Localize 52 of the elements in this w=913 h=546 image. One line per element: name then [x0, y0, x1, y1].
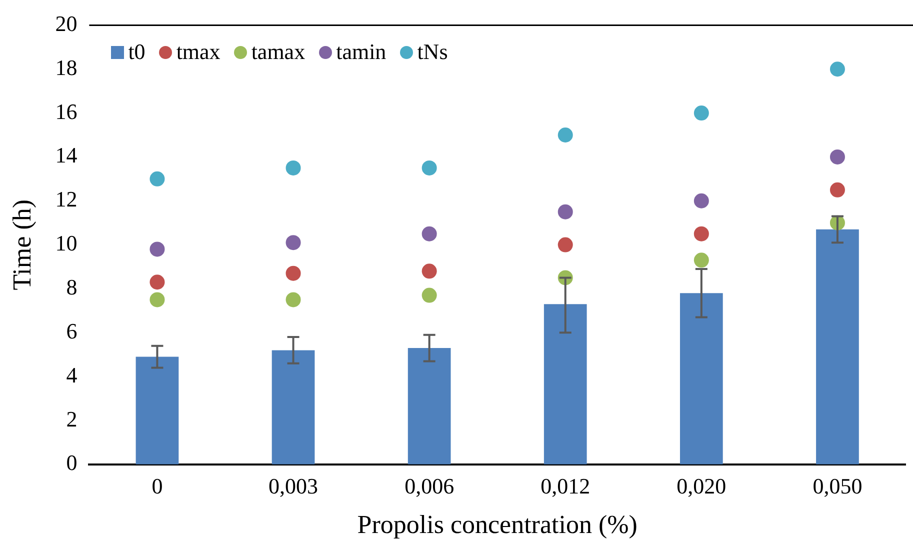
point	[422, 160, 437, 176]
point	[422, 288, 437, 303]
bar	[272, 350, 315, 464]
y-tick-label: 6	[66, 318, 78, 344]
y-tick-label: 20	[55, 10, 78, 36]
x-axis-title: Propolis concentration (%)	[357, 510, 638, 540]
point	[558, 204, 573, 220]
x-tick-label: 0,020	[676, 473, 726, 498]
point	[694, 193, 709, 208]
point	[694, 226, 709, 242]
y-tick-label: 10	[55, 230, 78, 256]
x-tick-label: 0,006	[404, 473, 454, 498]
point	[422, 264, 437, 279]
legend-label: tmax	[176, 39, 220, 66]
point	[830, 149, 845, 164]
point	[422, 226, 437, 242]
y-tick-label: 12	[55, 186, 78, 212]
legend-label: tamax	[251, 39, 306, 66]
point	[830, 182, 845, 198]
point	[286, 266, 301, 281]
point	[150, 171, 165, 186]
y-tick-label: 4	[66, 362, 78, 388]
y-tick-label: 16	[55, 98, 78, 124]
legend-label: tamin	[336, 39, 386, 66]
point	[558, 128, 573, 142]
point	[150, 242, 165, 257]
point	[286, 235, 301, 250]
point	[558, 237, 573, 252]
point	[150, 274, 165, 290]
y-tick-label: 14	[55, 142, 78, 168]
y-tick-label: 8	[66, 274, 78, 300]
bar	[544, 304, 587, 464]
point	[286, 160, 301, 176]
point	[286, 292, 301, 308]
x-tick-label: 0,050	[812, 473, 862, 498]
y-tick-label: 0	[66, 450, 78, 476]
bar	[136, 356, 179, 464]
x-tick-label: 0,012	[540, 473, 590, 498]
bar	[816, 229, 859, 464]
bar	[408, 348, 451, 464]
y-tick-label: 2	[66, 406, 78, 432]
point	[694, 106, 709, 121]
y-axis-title: Time (h)	[7, 199, 36, 290]
point	[694, 252, 709, 268]
point	[150, 292, 165, 308]
bar	[680, 293, 723, 464]
x-tick-label: 0	[152, 473, 163, 498]
legend-label: t0	[128, 39, 146, 66]
point	[830, 62, 845, 77]
legend-label: tNs	[417, 39, 448, 66]
y-tick-label: 18	[55, 54, 78, 80]
x-tick-label: 0,003	[268, 473, 318, 498]
